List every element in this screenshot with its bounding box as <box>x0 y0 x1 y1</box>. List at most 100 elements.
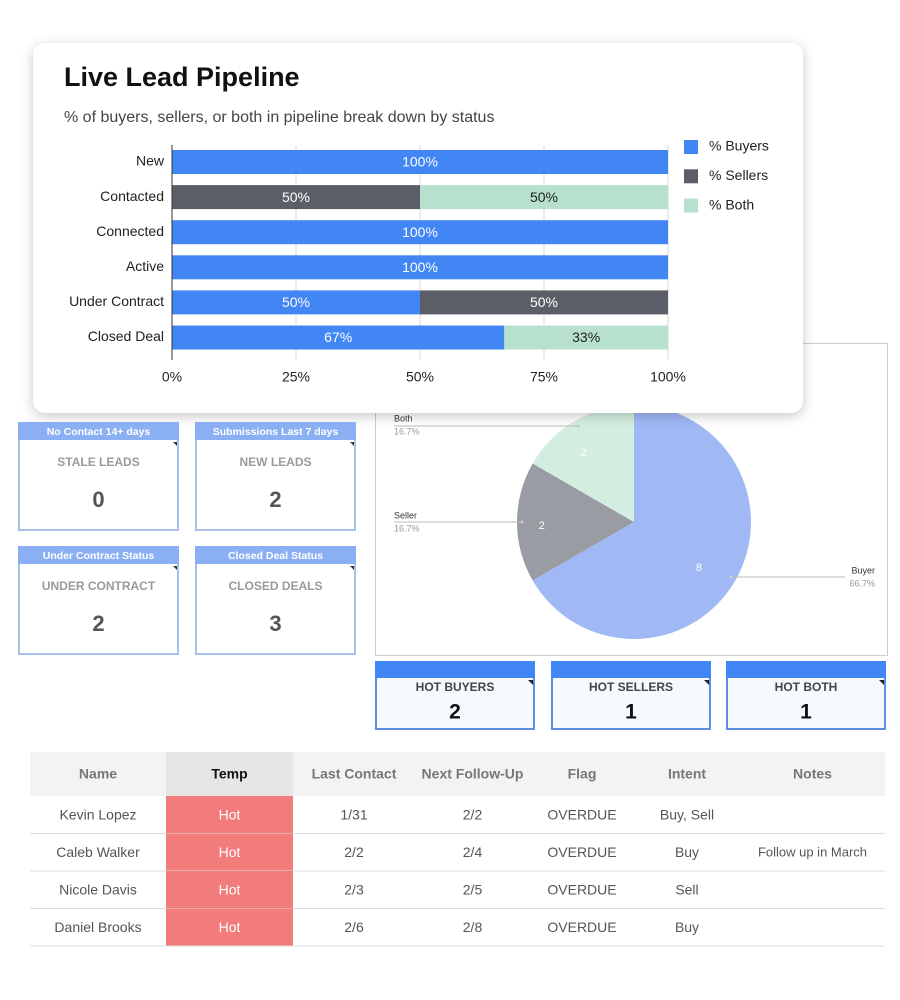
legend-label: % Sellers <box>709 167 768 183</box>
card-header <box>18 422 179 440</box>
hot-card-body <box>551 672 711 730</box>
card-label: CLOSED DEALS <box>228 579 322 593</box>
table-cell: 2/3 <box>344 881 364 897</box>
table-cell: OVERDUE <box>547 881 616 897</box>
data-label: 100% <box>402 224 438 240</box>
table-cell: Hot <box>219 806 241 822</box>
column-header: Intent <box>668 766 706 782</box>
column-header: Notes <box>793 766 832 782</box>
hot-card-body <box>726 672 886 730</box>
x-tick-label: 50% <box>406 369 434 385</box>
kpi-cards: No Contact 14+ days STALE LEADS 0 Submissio… <box>18 422 886 730</box>
card-value: 3 <box>269 611 281 636</box>
card-body <box>195 438 356 531</box>
table-cell: 2/2 <box>463 806 483 822</box>
table-cell: OVERDUE <box>547 919 616 935</box>
table-cell: OVERDUE <box>547 844 616 860</box>
slice-percent: 16.7% <box>394 426 420 436</box>
card-label: NEW LEADS <box>240 455 312 469</box>
bar-segment <box>504 325 668 350</box>
y-tick-label: New <box>136 153 165 169</box>
card-value: 2 <box>269 487 281 512</box>
slice-name: Buyer <box>851 565 875 575</box>
card-header-text: Submissions Last 7 days <box>213 426 339 438</box>
card-corner <box>350 442 354 446</box>
card-header-text: Under Contract Status <box>43 550 155 562</box>
pie-slice <box>517 463 634 581</box>
legend-label: % Both <box>709 196 754 212</box>
hot-card-value: 2 <box>449 701 461 724</box>
card-corner <box>528 680 533 685</box>
column-header: Temp <box>211 766 247 782</box>
bar-segment <box>420 185 668 210</box>
table-cell: Hot <box>219 881 241 897</box>
card-value: 2 <box>92 611 104 636</box>
y-tick-label: Connected <box>96 223 164 239</box>
card-header <box>18 546 179 564</box>
chart-subtitle: % of buyers, sellers, or both in pipelin… <box>64 109 494 126</box>
hot-card-header <box>375 661 535 678</box>
hot-card-header <box>551 661 711 678</box>
table-cell: 2/2 <box>344 844 364 860</box>
data-label: 100% <box>402 154 438 170</box>
bar-segment <box>172 290 420 315</box>
leader-dot <box>729 575 733 579</box>
card-label: STALE LEADS <box>57 455 139 469</box>
card-corner <box>879 680 884 685</box>
y-tick-label: Active <box>126 258 164 274</box>
table-cell: 2/5 <box>463 881 483 897</box>
table-cell: Daniel Brooks <box>54 919 141 935</box>
hot-card-header <box>726 661 886 678</box>
table-cell: 2/6 <box>344 919 364 935</box>
x-tick-label: 75% <box>530 369 558 385</box>
card-header-text: Closed Deal Status <box>228 550 323 562</box>
pie-slice <box>532 405 634 522</box>
hot-card-body <box>375 672 535 730</box>
x-tick-label: 0% <box>162 369 182 385</box>
temp-cell <box>166 871 293 909</box>
table-cell: 2/4 <box>463 844 483 860</box>
y-tick-label: Under Contract <box>69 293 164 309</box>
y-tick-label: Closed Deal <box>88 328 164 344</box>
table-cell: Caleb Walker <box>56 844 140 860</box>
bar-segment <box>420 290 668 315</box>
card-corner <box>173 442 177 446</box>
data-label: 67% <box>324 329 352 345</box>
card-label: UNDER CONTRACT <box>42 579 156 593</box>
table-cell: Hot <box>219 844 241 860</box>
x-tick-label: 100% <box>650 369 686 385</box>
column-header: Next Follow-Up <box>422 766 524 782</box>
data-label: 50% <box>530 189 558 205</box>
column-header: Name <box>79 766 117 782</box>
slice-percent: 16.7% <box>394 523 420 533</box>
data-label: 50% <box>282 189 310 205</box>
table-cell: Follow up in March <box>758 845 867 860</box>
slice-name: Both <box>394 413 413 423</box>
card-body <box>18 438 179 531</box>
data-label: 100% <box>402 259 438 275</box>
table-cell: Buy <box>675 919 699 935</box>
x-tick-label: 25% <box>282 369 310 385</box>
lead-table: Name Temp Last Contact Next Follow-Up Flag In… <box>30 752 885 947</box>
y-tick-label: Contacted <box>100 188 164 204</box>
card-body <box>18 562 179 655</box>
temp-cell <box>166 796 293 834</box>
hot-card-label: HOT SELLERS <box>589 680 673 694</box>
table-cell: Buy <box>675 844 699 860</box>
pie-slice <box>532 405 751 639</box>
data-label: 50% <box>282 294 310 310</box>
table-cell: Hot <box>219 919 241 935</box>
data-label: 50% <box>530 294 558 310</box>
temp-cell <box>166 833 293 871</box>
bar-segment <box>172 185 420 210</box>
bar-card: Live Lead Pipeline % of buyers, sellers, … <box>33 43 803 413</box>
table-cell: 2/8 <box>463 919 483 935</box>
bar-segment <box>172 220 668 245</box>
slice-value: 8 <box>696 562 702 574</box>
table-cell: Kevin Lopez <box>59 806 136 822</box>
hot-card-value: 1 <box>625 701 637 724</box>
slice-percent: 66.7% <box>849 578 875 588</box>
column-header: Last Contact <box>312 766 397 782</box>
column-header: Flag <box>568 766 597 782</box>
